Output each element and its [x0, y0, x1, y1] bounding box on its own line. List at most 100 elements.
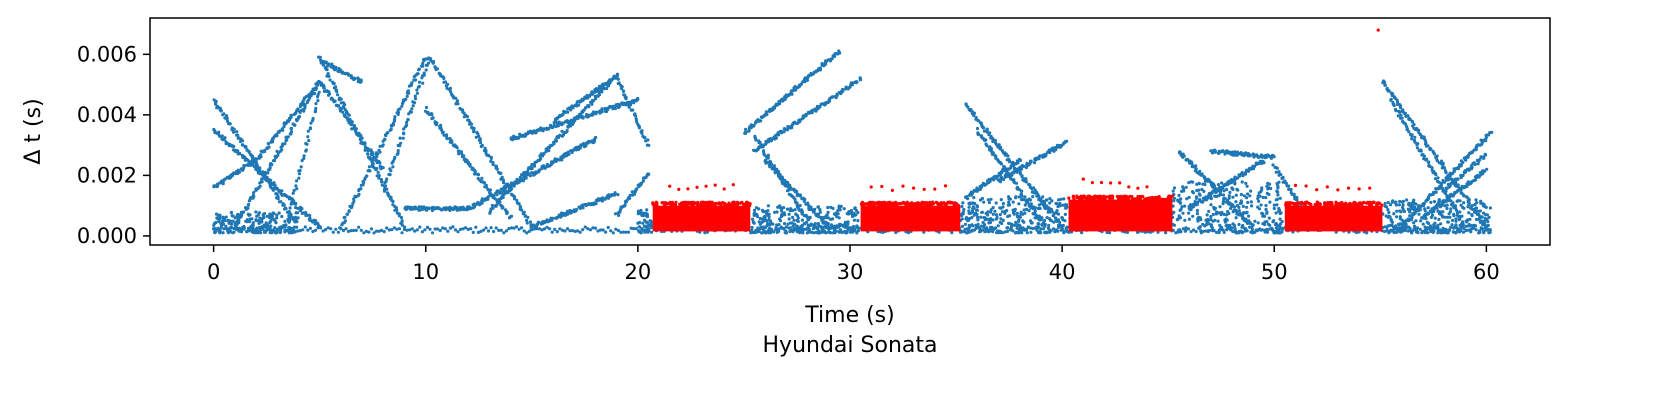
data-point	[461, 227, 465, 231]
data-point	[784, 225, 789, 229]
data-point	[977, 225, 981, 229]
data-point	[1418, 133, 1422, 137]
data-point	[1181, 185, 1185, 189]
data-point	[476, 173, 481, 177]
data-point	[1389, 228, 1393, 232]
data-point	[792, 218, 796, 222]
data-point	[308, 126, 312, 130]
data-point	[265, 228, 269, 232]
data-point	[499, 228, 503, 232]
data-point	[228, 122, 232, 126]
data-point	[263, 230, 267, 234]
data-point	[1044, 153, 1048, 157]
data-point	[509, 226, 514, 230]
data-point	[293, 215, 298, 219]
data-point	[1025, 231, 1029, 235]
data-point	[1410, 201, 1414, 205]
data-point	[306, 228, 310, 232]
data-point	[831, 231, 835, 235]
data-point	[514, 225, 519, 229]
data-point	[1043, 218, 1047, 223]
data-point	[268, 212, 272, 216]
data-point	[1235, 212, 1239, 216]
data-point	[402, 127, 406, 131]
data-point	[308, 213, 312, 218]
data-point	[294, 184, 298, 188]
data-point	[275, 213, 279, 217]
data-point	[292, 188, 296, 193]
data-point	[791, 224, 795, 228]
data-point	[414, 78, 418, 82]
data-point	[367, 165, 371, 169]
data-point	[1426, 144, 1430, 148]
data-point	[1035, 228, 1039, 232]
data-point	[793, 208, 797, 212]
data-point	[989, 225, 993, 229]
data-point	[1269, 156, 1273, 160]
data-point	[838, 205, 842, 209]
data-point	[536, 220, 541, 224]
data-point	[1017, 219, 1021, 223]
data-point	[965, 194, 969, 199]
data-point	[997, 143, 1001, 147]
data-point	[304, 211, 308, 215]
data-point	[1240, 180, 1244, 184]
data-point	[1172, 199, 1176, 203]
data-point	[829, 217, 833, 221]
data-point	[359, 138, 363, 142]
data-point	[568, 229, 572, 233]
data-point	[278, 230, 282, 235]
data-point	[821, 227, 825, 231]
data-point	[390, 228, 394, 232]
data-point	[284, 229, 288, 233]
data-point	[306, 135, 310, 139]
data-point	[330, 97, 334, 101]
data-point	[446, 82, 450, 86]
data-point	[1222, 189, 1226, 193]
data-point	[776, 229, 781, 233]
data-point	[613, 191, 617, 195]
data-point	[267, 145, 271, 149]
data-point	[350, 204, 354, 208]
data-point	[397, 227, 402, 231]
data-point	[1447, 228, 1451, 232]
data-point	[1456, 227, 1460, 231]
data-point	[788, 229, 792, 234]
data-point	[271, 137, 275, 142]
data-point	[272, 159, 276, 163]
data-point	[237, 219, 241, 223]
data-point	[590, 102, 594, 106]
data-point	[353, 194, 357, 198]
data-point	[801, 229, 805, 233]
data-point	[994, 201, 998, 205]
data-point	[252, 194, 256, 199]
data-point	[540, 228, 544, 232]
data-point	[1245, 196, 1249, 200]
data-point	[1462, 226, 1466, 231]
data-point	[517, 227, 521, 231]
data-point	[396, 149, 400, 153]
data-point	[1436, 209, 1440, 213]
data-point	[1233, 226, 1237, 230]
data-point	[554, 139, 558, 143]
data-point	[1195, 212, 1199, 216]
data-point	[584, 144, 588, 148]
data-point	[498, 200, 502, 204]
data-point	[248, 220, 252, 224]
data-point	[380, 228, 384, 232]
data-point	[1475, 201, 1479, 205]
data-point	[637, 229, 641, 233]
data-point	[796, 216, 800, 220]
data-point	[218, 134, 222, 138]
data-point	[962, 207, 966, 212]
data-point	[366, 152, 370, 156]
data-point	[316, 93, 320, 97]
data-point	[1017, 223, 1022, 227]
data-point	[1220, 181, 1224, 185]
data-point	[538, 157, 543, 161]
data-point	[1234, 193, 1238, 197]
data-point	[798, 119, 802, 123]
data-point	[1218, 205, 1222, 209]
data-point	[983, 216, 988, 220]
data-point	[1241, 223, 1245, 228]
